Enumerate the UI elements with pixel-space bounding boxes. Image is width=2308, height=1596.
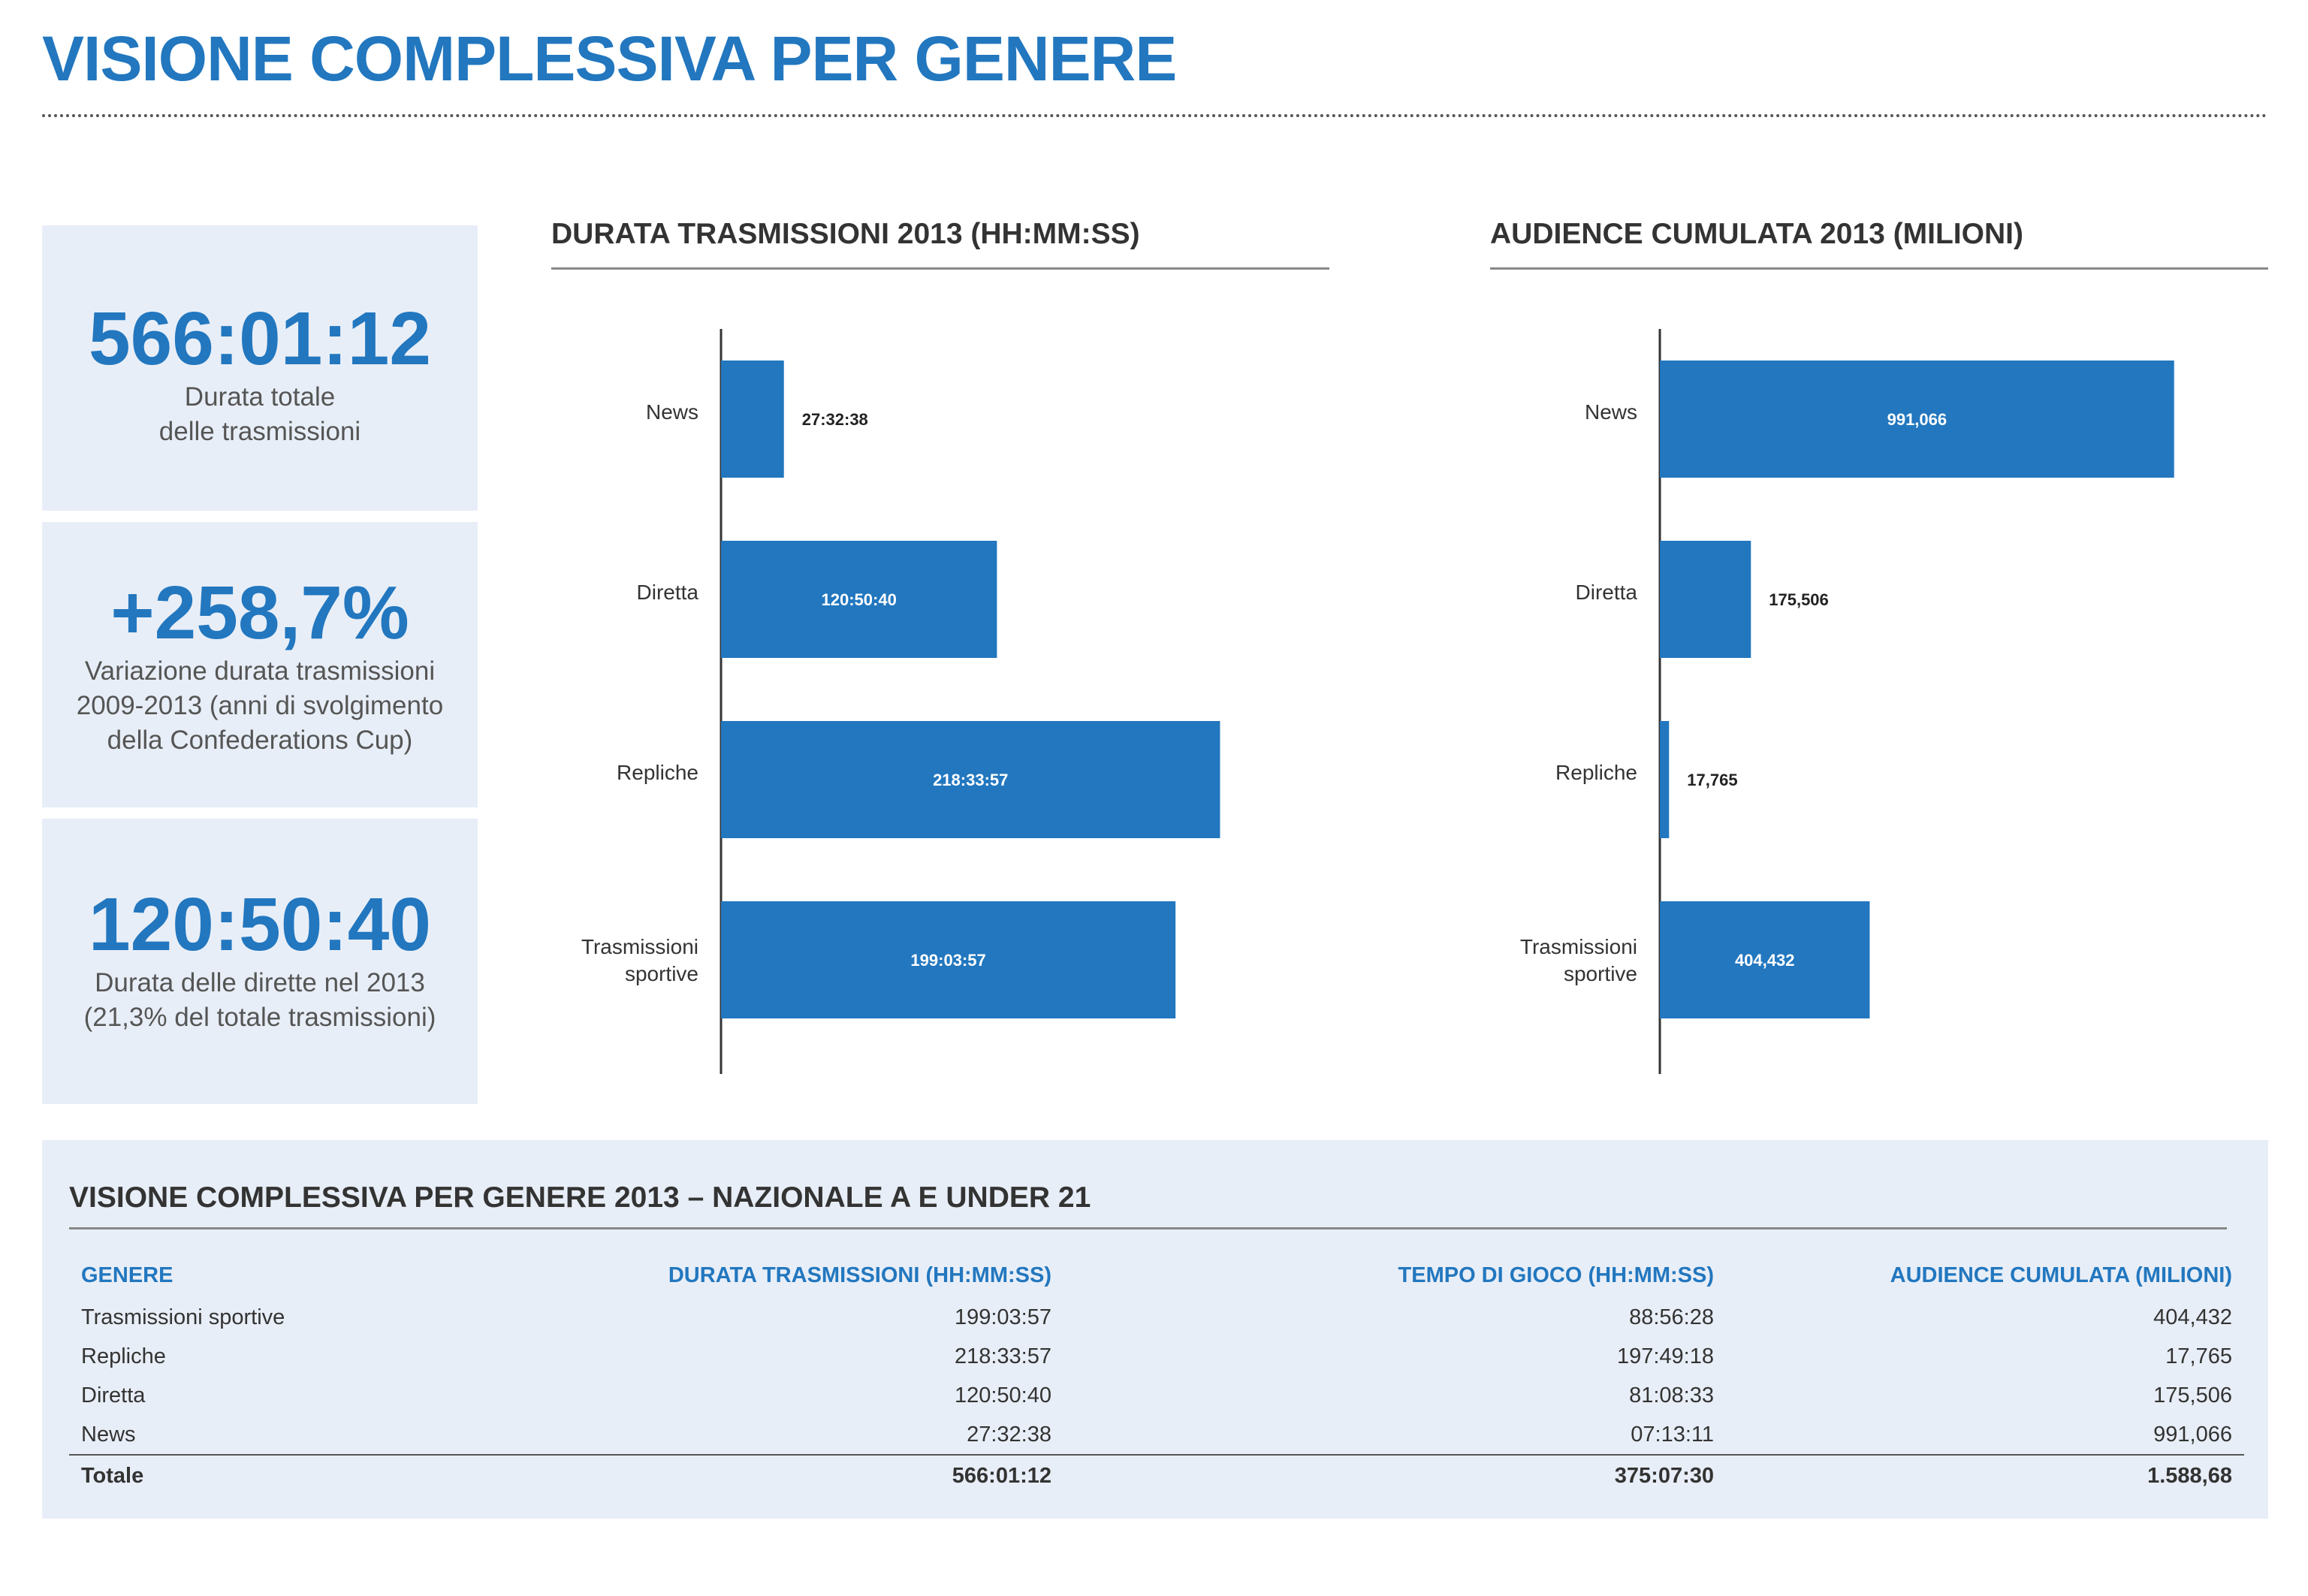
stat-card-duration-variation: +258,7% Variazione durata trasmissioni 2… (42, 522, 478, 807)
bar (721, 901, 1176, 1018)
category-label: Repliche (1555, 761, 1637, 784)
summary-table: GENERE DURATA TRASMISSIONI (HH:MM:SS) TE… (69, 1253, 2244, 1496)
stat-value: 566:01:12 (89, 297, 431, 381)
page-title: VISIONE COMPLESSIVA PER GENERE (42, 23, 1177, 94)
category-label: News (1585, 400, 1637, 424)
bar (721, 541, 997, 658)
cell-genere: Trasmissioni sportive (81, 1305, 285, 1329)
summary-table-panel: VISIONE COMPLESSIVA PER GENERE 2013 – NA… (42, 1140, 2268, 1519)
category-label: Trasmissioni sportive (1520, 935, 1637, 985)
bar (721, 721, 1220, 838)
cell-durata: 199:03:57 (954, 1305, 1051, 1329)
cell-genere: News (81, 1422, 136, 1447)
header-tempo-gioco: TEMPO DI GIOCO (HH:MM:SS) (1398, 1263, 1714, 1287)
table-row: News 27:32:38 07:13:11 991,066 (69, 1415, 2244, 1455)
value-label: 17,765 (1687, 771, 1737, 789)
value-label: 991,066 (1887, 410, 1947, 429)
stat-card-live-duration: 120:50:40 Durata delle dirette nel 2013 … (42, 819, 478, 1104)
value-label: 404,432 (1735, 951, 1795, 970)
stat-description: Durata totale delle trasmissioni (158, 382, 361, 446)
cell-audience: 17,765 (2165, 1344, 2232, 1368)
total-audience: 1.588,68 (1726, 1454, 2244, 1496)
cell-tempo-gioco: 81:08:33 (1629, 1383, 1714, 1407)
category-label: Diretta (1576, 581, 1638, 604)
cell-durata: 120:50:40 (954, 1383, 1051, 1407)
table-header-row: GENERE DURATA TRASMISSIONI (HH:MM:SS) TE… (69, 1253, 2244, 1298)
value-label: 175,506 (1769, 590, 1829, 609)
duration-bar-chart: News 27:32:38 Diretta 120:50:40 Repliche 218:… (581, 329, 1220, 1074)
duration-chart-rule (551, 267, 1329, 270)
table-row: Trasmissioni sportive 199:03:57 88:56:28… (69, 1298, 2244, 1337)
category-label: Diretta (637, 581, 699, 604)
cell-tempo-gioco: 07:13:11 (1631, 1422, 1714, 1447)
total-tempo-gioco: 375:07:30 (1063, 1454, 1726, 1496)
bar (1660, 361, 2174, 478)
cell-tempo-gioco: 197:49:18 (1616, 1344, 1714, 1368)
cell-audience: 404,432 (2153, 1305, 2232, 1329)
cell-audience: 175,506 (2153, 1383, 2232, 1407)
stat-value: 120:50:40 (89, 882, 431, 967)
bar (721, 361, 784, 478)
category-label: Repliche (617, 761, 698, 784)
cell-genere: Diretta (81, 1383, 146, 1407)
value-label: 27:32:38 (802, 410, 868, 429)
value-label: 199:03:57 (910, 951, 985, 970)
header-genere: GENERE (81, 1263, 173, 1287)
value-label: 120:50:40 (822, 590, 897, 609)
table-total-row: Totale 566:01:12 375:07:30 1.588,68 (69, 1454, 2244, 1496)
bar (1660, 541, 1751, 658)
table-row: Repliche 218:33:57 197:49:18 17,765 (69, 1337, 2244, 1376)
stat-value: +258,7% (110, 571, 409, 655)
audience-bar-chart: News 991,066 Diretta 175,506 Repliche 17,765 T… (1520, 329, 2174, 1074)
cell-durata: 27:32:38 (967, 1422, 1051, 1447)
header-audience: AUDIENCE CUMULATA (MILIONI) (1890, 1263, 2232, 1287)
table-row: Diretta 120:50:40 81:08:33 175,506 (69, 1376, 2244, 1415)
audience-chart-rule (1490, 267, 2268, 270)
duration-chart-title: DURATA TRASMISSIONI 2013 (HH:MM:SS) (551, 218, 1140, 250)
title-divider (42, 114, 2268, 117)
total-label: Totale (69, 1454, 514, 1496)
table-title-rule (69, 1227, 2227, 1229)
total-durata: 566:01:12 (514, 1454, 1063, 1496)
category-label: News (646, 400, 698, 424)
stat-description: Durata delle dirette nel 2013 (21,3% del… (83, 968, 436, 1032)
audience-chart-title: AUDIENCE CUMULATA 2013 (MILIONI) (1490, 218, 2023, 250)
cell-durata: 218:33:57 (954, 1344, 1051, 1368)
category-label: Trasmissioni sportive (581, 935, 698, 985)
table-title: VISIONE COMPLESSIVA PER GENERE 2013 – NA… (69, 1181, 1091, 1214)
header-durata: DURATA TRASMISSIONI (HH:MM:SS) (668, 1263, 1051, 1287)
cell-audience: 991,066 (2153, 1422, 2232, 1447)
bar (1660, 901, 1870, 1018)
bar (1660, 721, 1670, 838)
cell-tempo-gioco: 88:56:28 (1629, 1305, 1714, 1329)
stat-card-total-duration: 566:01:12 Durata totale delle trasmissio… (42, 225, 478, 511)
cell-genere: Repliche (81, 1344, 166, 1368)
value-label: 218:33:57 (933, 771, 1008, 789)
stat-description: Variazione durata trasmissioni 2009-2013… (76, 656, 444, 755)
